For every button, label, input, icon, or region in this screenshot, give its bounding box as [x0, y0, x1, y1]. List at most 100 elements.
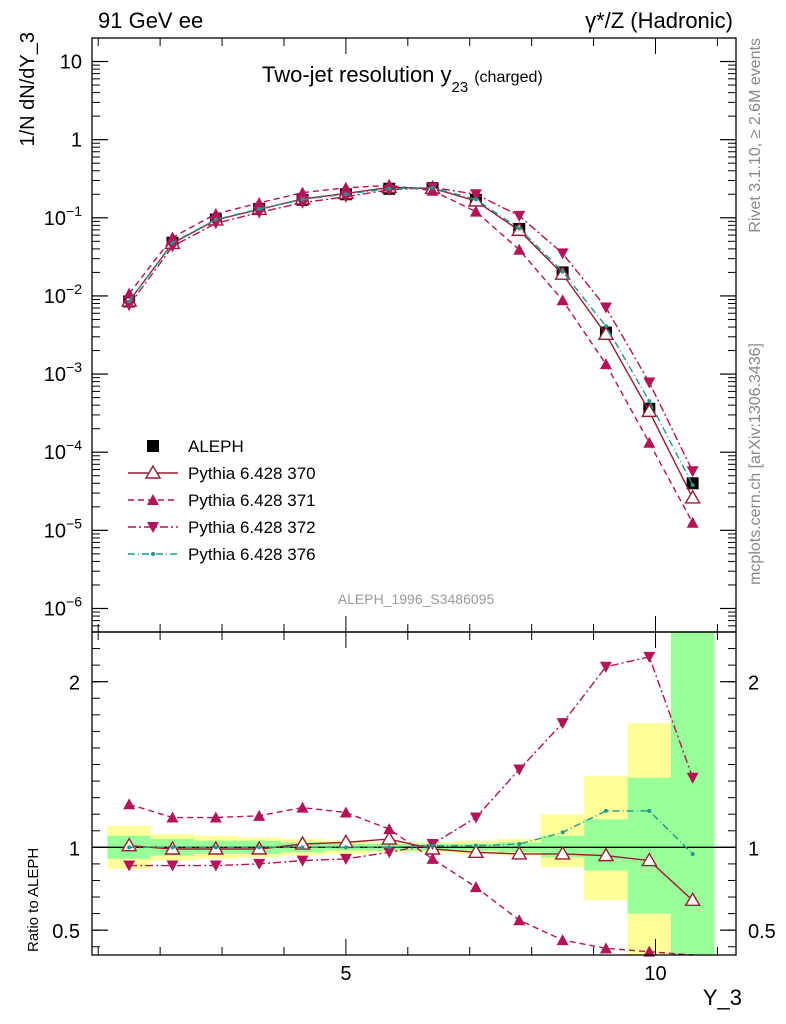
main-point-4-10	[560, 269, 565, 274]
mcplots-label: mcplots.cern.ch [arXiv:1306.3436]	[747, 343, 764, 585]
legend: ALEPH Pythia 6.428 370 Pythia 6.428 371 Pyt…	[128, 437, 316, 564]
main-title: Two-jet resolution y23 (charged)	[262, 62, 543, 96]
ratio-point-1-3	[253, 809, 266, 821]
main-frame	[91, 37, 737, 633]
legend-entry-3: Pythia 6.428 372	[128, 518, 316, 537]
ratio-point-3-12	[647, 808, 652, 813]
main-ytick-label-7: 10	[60, 52, 82, 74]
ratio-point-2-12	[643, 651, 656, 663]
legend-entry-4: Pythia 6.428 376	[128, 545, 316, 564]
legend-marker-4	[151, 552, 155, 556]
ratio-point-2-1	[166, 860, 179, 872]
ratio-plot	[92, 651, 736, 957]
ratio-line-1	[128, 803, 693, 956]
legend-label-0: ALEPH	[188, 437, 244, 456]
ratio-frame	[91, 631, 737, 956]
ratio-point-1-6	[383, 823, 396, 835]
main-ytick-label-3: 10−3	[44, 359, 82, 386]
xtick-label-1: 10	[644, 963, 666, 985]
ratio-point-0-12	[641, 852, 658, 867]
main-point-4-7	[430, 185, 435, 190]
main-point-2-10	[556, 294, 569, 306]
main-point-2-9	[513, 243, 526, 255]
main-point-3-8	[469, 189, 482, 201]
main-point-3-10	[556, 248, 569, 260]
ratio-ytick-label-1: 1	[69, 838, 80, 860]
main-point-2-11	[599, 358, 612, 370]
main-point-3-1	[166, 241, 179, 253]
main-point-3-13	[686, 466, 699, 478]
ratio-point-1-2	[209, 811, 222, 823]
main-ytick-label-0: 10−6	[44, 593, 82, 620]
ratio-point-0-9	[511, 845, 528, 860]
main-point-2-0	[123, 287, 136, 299]
ratio-point-0-13	[684, 891, 701, 907]
ratio-point-2-6	[383, 847, 396, 859]
main-point-2-2	[209, 207, 222, 219]
ratio-point-2-2	[209, 860, 222, 872]
ratio-point-3-0	[127, 845, 132, 850]
header-left: 91 GeV ee	[98, 8, 203, 33]
ratio-point-3-2	[213, 845, 218, 850]
main-ytick-label-4: 10−2	[44, 281, 82, 308]
ratio-point-2-9	[513, 764, 526, 776]
frames: 10−6 10−5 10−4 10−3 10−2 10−1 1 10 0.5 0.5 1 1 2 2 5 10	[44, 37, 776, 985]
main-ytick-label-5: 10−1	[44, 203, 82, 230]
ratio-series-2	[123, 651, 699, 872]
ratio-point-1-12	[643, 945, 656, 957]
main-point-2-13	[686, 516, 699, 528]
main-point-2-1	[166, 231, 179, 243]
ratio-point-1-7	[426, 852, 439, 864]
ratio-ytick-label-right-0: 0.5	[748, 921, 776, 943]
ratio-series-3	[127, 808, 695, 856]
band-green-11	[584, 819, 628, 871]
legend-entry-0: ALEPH	[147, 437, 244, 456]
ratio-point-2-13	[686, 772, 699, 784]
ratio-point-3-9	[517, 842, 522, 847]
main-point-1-12	[641, 402, 658, 418]
ratio-ytick-label-0: 0.5	[52, 921, 80, 943]
main-point-3-4	[296, 197, 309, 209]
main-point-2-5	[339, 181, 352, 193]
ratio-point-1-8	[469, 881, 482, 893]
legend-entry-2: Pythia 6.428 371	[128, 491, 316, 510]
main-ylabel: 1/N dN/dY_3	[17, 32, 39, 147]
ratio-point-3-6	[387, 845, 392, 850]
main-point-3-0	[123, 300, 136, 312]
legend-marker-1	[144, 464, 162, 479]
main-point-4-13	[690, 483, 695, 488]
ratio-bands	[107, 632, 715, 955]
ratio-line-3	[129, 810, 694, 855]
main-point-4-6	[387, 186, 392, 191]
ratio-point-3-1	[170, 845, 175, 850]
legend-marker-0	[147, 440, 159, 452]
main-point-4-2	[213, 217, 218, 222]
main-point-2-8	[469, 205, 482, 217]
main-series-4	[127, 185, 695, 488]
ratio-point-2-0	[123, 860, 136, 872]
main-point-4-8	[473, 197, 478, 202]
main-ytick-label-1: 10−5	[44, 515, 82, 542]
watermark: ALEPH_1996_S3486095	[338, 591, 495, 607]
header-right: γ*/Z (Hadronic)	[585, 8, 733, 33]
main-series-3	[123, 182, 699, 478]
ratio-ytick-label-right-2: 2	[748, 673, 759, 695]
ratio-point-1-0	[123, 798, 136, 810]
ratio-point-2-11	[599, 661, 612, 673]
band-green-12	[627, 777, 671, 914]
main-point-2-12	[643, 436, 656, 448]
main-point-3-11	[599, 302, 612, 314]
title-sub: 23	[452, 79, 469, 96]
main-point-2-4	[296, 186, 309, 198]
band-green-13	[670, 632, 715, 955]
ratio-ytick-label-2: 2	[69, 673, 80, 695]
main-point-4-4	[300, 197, 305, 202]
ratio-point-3-3	[257, 845, 262, 850]
ratio-ylabel: Ratio to ALEPH	[25, 848, 42, 952]
ratio-point-2-5	[339, 853, 352, 865]
ratio-point-0-6	[381, 830, 398, 845]
ratio-point-3-7	[430, 843, 435, 848]
ratio-point-1-10	[556, 934, 569, 946]
main-point-3-12	[643, 377, 656, 389]
